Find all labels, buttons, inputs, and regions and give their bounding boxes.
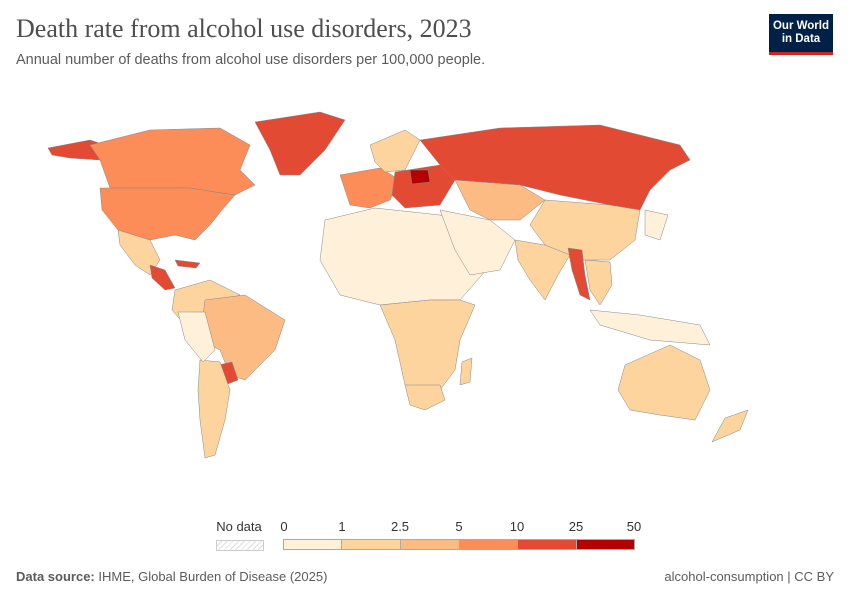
region-china[interactable] — [529, 199, 641, 261]
region-japan-korea[interactable] — [644, 209, 669, 241]
region-greenland[interactable] — [254, 111, 346, 176]
region-belarus[interactable] — [409, 169, 431, 185]
legend-bin-1-2.5[interactable] — [341, 539, 401, 550]
region-usa[interactable] — [99, 187, 236, 241]
region-central-america[interactable] — [149, 264, 176, 291]
legend-bin-2.5-5[interactable] — [400, 539, 460, 550]
world-map — [47, 111, 749, 459]
legend-no-data-swatch[interactable] — [216, 540, 264, 551]
region-central-africa[interactable] — [379, 299, 476, 401]
chart-title: Death rate from alcohol use disorders, 2… — [16, 14, 472, 43]
region-mexico[interactable] — [117, 229, 161, 276]
data-source: Data source: IHME, Global Burden of Dise… — [16, 569, 328, 584]
region-india[interactable] — [514, 239, 571, 301]
region-myanmar[interactable] — [567, 247, 591, 301]
owid-logo[interactable]: Our World in Data — [769, 14, 833, 55]
legend-tick: 5 — [455, 519, 463, 534]
legend-bin-10-25[interactable] — [517, 539, 577, 550]
legend-no-data-label: No data — [216, 519, 262, 534]
legend: No data 0 1 2.5 5 10 25 50 — [0, 515, 850, 555]
legend-bin-5-10[interactable] — [459, 539, 518, 550]
legend-tick: 10 — [509, 519, 525, 534]
region-south-africa[interactable] — [404, 384, 446, 411]
data-source-link[interactable]: IHME, Global Burden of Disease (2025) — [98, 569, 328, 584]
legend-tick: 1 — [338, 519, 346, 534]
legend-tick: 50 — [626, 519, 642, 534]
region-central-asia[interactable] — [454, 179, 546, 221]
region-middle-east[interactable] — [439, 209, 516, 276]
chart-subtitle: Annual number of deaths from alcohol use… — [16, 52, 486, 68]
legend-tick: 2.5 — [390, 519, 410, 534]
region-scandinavia[interactable] — [369, 129, 421, 173]
region-australia[interactable] — [617, 344, 711, 421]
legend-bin-0-1[interactable] — [283, 539, 342, 550]
region-new-zealand[interactable] — [711, 409, 749, 443]
region-peru-bolivia[interactable] — [177, 311, 216, 363]
region-madagascar[interactable] — [459, 357, 473, 386]
region-russia[interactable] — [419, 124, 691, 211]
legend-tick: 25 — [568, 519, 584, 534]
legend-bin-25-50[interactable] — [576, 539, 635, 550]
region-canada[interactable] — [89, 127, 256, 196]
region-western-europe[interactable] — [339, 167, 401, 209]
legend-tick: 0 — [280, 519, 288, 534]
region-argentina-chile[interactable] — [197, 359, 231, 459]
region-indonesia[interactable] — [589, 309, 711, 346]
region-caribbean[interactable] — [174, 259, 201, 269]
license-link[interactable]: alcohol-consumption | CC BY — [664, 569, 834, 584]
region-southeast-asia[interactable] — [584, 259, 613, 306]
